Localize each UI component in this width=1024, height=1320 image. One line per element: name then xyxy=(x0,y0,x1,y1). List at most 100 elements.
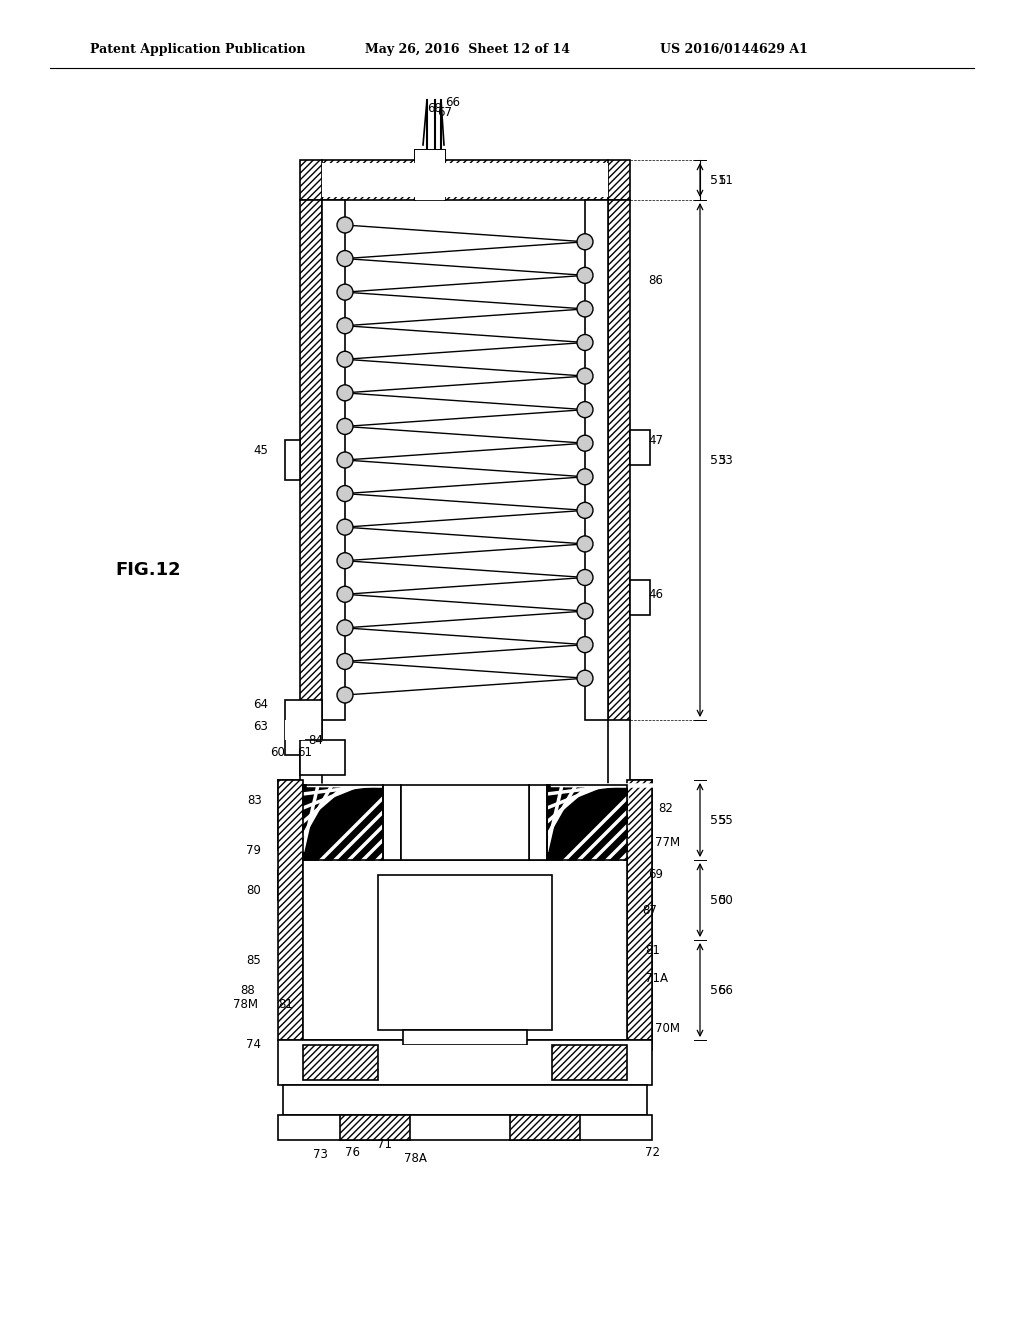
Circle shape xyxy=(577,536,593,552)
Bar xyxy=(303,785,383,861)
Circle shape xyxy=(337,284,353,300)
Text: 73: 73 xyxy=(312,1148,328,1162)
Bar xyxy=(630,579,650,615)
Bar xyxy=(286,1045,644,1080)
Circle shape xyxy=(337,486,353,502)
Circle shape xyxy=(337,451,353,469)
Circle shape xyxy=(337,251,353,267)
Bar xyxy=(547,785,627,861)
Circle shape xyxy=(577,603,593,619)
Bar xyxy=(283,1085,647,1115)
Circle shape xyxy=(577,436,593,451)
Text: 63: 63 xyxy=(253,719,268,733)
Text: 56: 56 xyxy=(710,983,726,997)
Bar xyxy=(383,785,401,861)
Bar xyxy=(300,201,322,719)
Text: 50: 50 xyxy=(710,894,726,907)
Circle shape xyxy=(337,653,353,669)
Text: 84: 84 xyxy=(308,734,323,747)
Circle shape xyxy=(577,401,593,417)
Bar xyxy=(340,1115,410,1140)
Bar xyxy=(322,201,345,719)
Text: 60: 60 xyxy=(270,747,285,759)
Circle shape xyxy=(337,686,353,704)
Text: 69: 69 xyxy=(648,869,663,882)
Text: US 2016/0144629 A1: US 2016/0144629 A1 xyxy=(660,44,808,57)
Bar xyxy=(303,785,383,861)
Text: 45: 45 xyxy=(253,444,268,457)
Bar xyxy=(285,719,305,741)
Bar xyxy=(278,1040,652,1085)
Text: 88: 88 xyxy=(241,983,255,997)
Bar xyxy=(415,150,445,201)
Text: 83: 83 xyxy=(247,793,262,807)
Bar xyxy=(278,870,303,900)
Bar xyxy=(285,700,322,755)
Bar xyxy=(285,440,300,480)
Text: 77M: 77M xyxy=(655,837,680,850)
Bar xyxy=(630,430,650,465)
Bar xyxy=(303,785,383,861)
Circle shape xyxy=(577,636,593,652)
Circle shape xyxy=(337,216,353,234)
Text: 70M: 70M xyxy=(655,1022,680,1035)
Text: 79: 79 xyxy=(246,843,261,857)
Text: 64: 64 xyxy=(253,698,268,711)
Circle shape xyxy=(577,268,593,284)
Text: 78A: 78A xyxy=(403,1151,426,1164)
Text: 71A: 71A xyxy=(645,972,668,985)
Circle shape xyxy=(577,234,593,249)
Circle shape xyxy=(577,569,593,586)
Text: 46: 46 xyxy=(648,589,663,602)
Text: 55: 55 xyxy=(710,813,726,826)
Circle shape xyxy=(337,553,353,569)
Text: 51: 51 xyxy=(718,173,733,186)
Text: 51: 51 xyxy=(710,173,726,186)
Bar xyxy=(278,780,303,1040)
Bar xyxy=(300,160,630,201)
Bar xyxy=(585,201,608,719)
Text: 53: 53 xyxy=(710,454,726,466)
Text: May 26, 2016  Sheet 12 of 14: May 26, 2016 Sheet 12 of 14 xyxy=(365,44,570,57)
Bar xyxy=(608,201,630,719)
Text: 67: 67 xyxy=(437,107,453,120)
Bar xyxy=(403,1030,527,1045)
Text: 47: 47 xyxy=(648,433,663,446)
Text: 72: 72 xyxy=(645,1146,660,1159)
Circle shape xyxy=(577,469,593,484)
Text: 71: 71 xyxy=(378,1138,392,1151)
Text: 81: 81 xyxy=(645,944,659,957)
Text: 82: 82 xyxy=(658,801,673,814)
Text: 87: 87 xyxy=(642,903,656,916)
Circle shape xyxy=(337,351,353,367)
Circle shape xyxy=(577,368,593,384)
Bar xyxy=(547,785,627,861)
Text: 78M: 78M xyxy=(233,998,258,1011)
Text: 61: 61 xyxy=(297,747,312,759)
Text: 76: 76 xyxy=(344,1146,359,1159)
Bar xyxy=(322,162,608,197)
Circle shape xyxy=(337,620,353,636)
Text: 81: 81 xyxy=(278,998,293,1011)
Text: FIG.12: FIG.12 xyxy=(115,561,181,579)
Text: 55: 55 xyxy=(718,813,733,826)
Bar xyxy=(303,1045,378,1080)
Bar xyxy=(529,785,547,861)
Bar xyxy=(510,1115,580,1140)
Circle shape xyxy=(337,385,353,401)
Text: 85: 85 xyxy=(246,953,261,966)
Circle shape xyxy=(337,418,353,434)
Text: 56: 56 xyxy=(718,983,733,997)
Bar xyxy=(300,741,345,775)
Circle shape xyxy=(337,586,353,602)
Circle shape xyxy=(337,318,353,334)
Bar xyxy=(415,150,445,160)
Text: 68: 68 xyxy=(428,102,442,115)
Circle shape xyxy=(337,519,353,535)
Text: 74: 74 xyxy=(246,1039,261,1052)
Text: 80: 80 xyxy=(246,883,261,896)
Bar xyxy=(305,744,340,770)
Circle shape xyxy=(577,334,593,351)
Bar xyxy=(278,820,303,850)
Text: 66: 66 xyxy=(445,96,461,110)
